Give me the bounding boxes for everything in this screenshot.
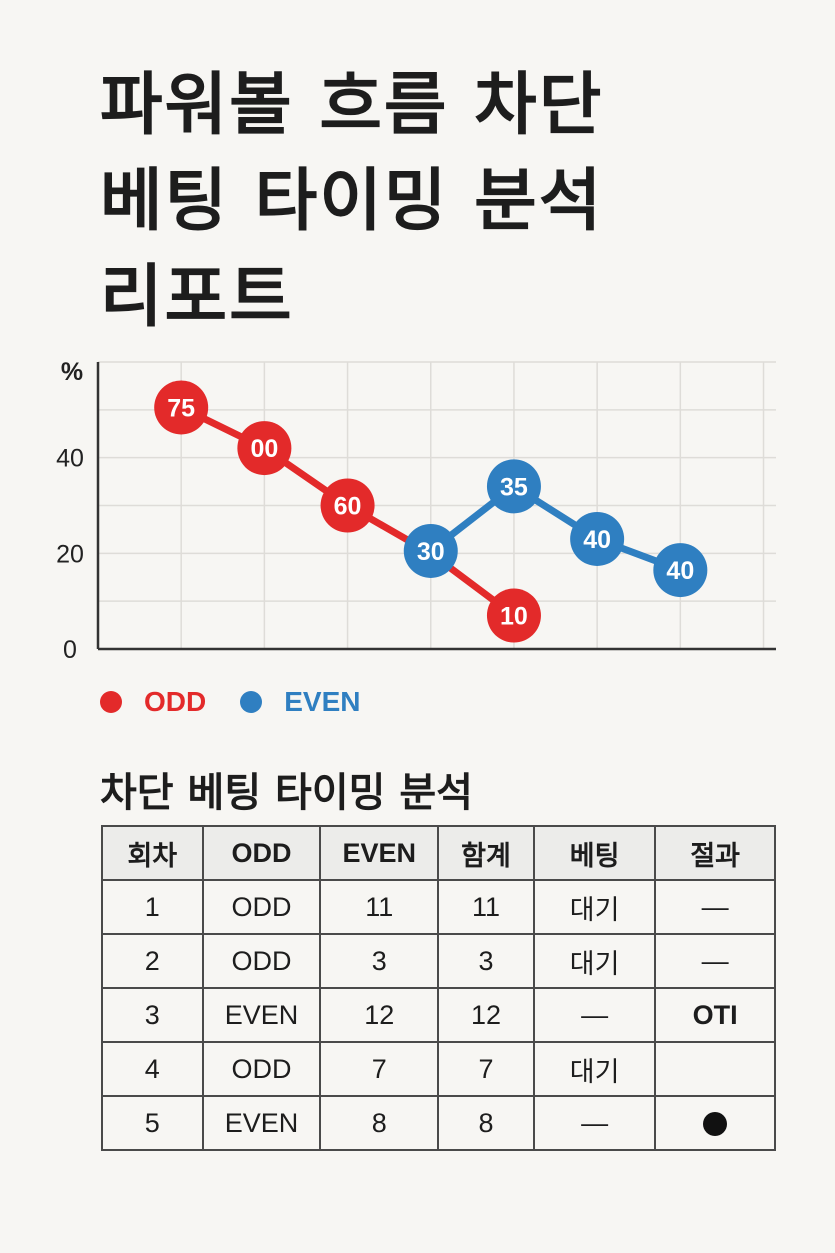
chart-points: 75 00 60 10 30 35 40 40 [154, 380, 708, 643]
cell-sum: 3 [437, 933, 535, 989]
title-line-1: 파워볼 흐름 차단 [100, 66, 604, 145]
header-bet: 베팅 [532, 825, 657, 881]
cell-result: OTI [654, 987, 776, 1043]
data-label-even: 40 [583, 526, 611, 554]
cell-odd: ODD [201, 879, 322, 935]
cell-bet: — [532, 1095, 657, 1151]
title-line-2: 베팅 타이밍 분석 [100, 162, 604, 241]
cell-bet: — [532, 987, 657, 1043]
chart-axes: 0 20 40% [56, 358, 776, 664]
y-axis-label: % [61, 358, 83, 386]
data-label-even: 40 [666, 557, 694, 585]
y-tick-label: 0 [63, 636, 77, 664]
cell-round: 5 [101, 1095, 204, 1151]
data-point-even [653, 543, 708, 598]
cell-bet: 대기 [532, 933, 657, 989]
data-point-odd [486, 588, 541, 643]
legend-even-label: EVEN [284, 686, 361, 717]
cell-sum: 12 [437, 987, 535, 1043]
table-row: 2 ODD 3 3 대기 — [101, 933, 776, 989]
data-label-odd: 75 [167, 394, 195, 422]
line-chart: 0 20 40% 75 00 60 10 30 35 40 40 [56, 358, 776, 664]
legend-item-odd: ODD [100, 686, 206, 718]
data-label-odd: 60 [334, 493, 362, 521]
cell-round: 3 [101, 987, 204, 1043]
cell-odd: ODD [201, 933, 322, 989]
cell-even: 11 [319, 879, 440, 935]
header-result: 절과 [654, 825, 776, 881]
chart-grid [98, 361, 776, 649]
cell-odd: EVEN [201, 1095, 322, 1151]
series-line-even [427, 482, 684, 574]
data-point-even [486, 459, 541, 514]
section-title: 차단 베팅 타이밍 분석 [100, 770, 473, 816]
table-row: 5 EVEN 8 8 — [101, 1095, 776, 1151]
data-point-odd [154, 380, 209, 435]
cell-bet: 대기 [532, 879, 657, 935]
table-row: 1 ODD 11 11 대기 — [101, 879, 776, 935]
legend-odd-marker [100, 691, 122, 713]
cell-even: 12 [319, 987, 440, 1043]
cell-odd: EVEN [201, 987, 322, 1043]
data-point-odd [237, 421, 292, 476]
cell-result: — [654, 933, 776, 989]
cell-even: 7 [319, 1041, 440, 1097]
header-sum: 함계 [437, 825, 535, 881]
table-row: 4 ODD 7 7 대기 [101, 1041, 776, 1097]
table-header-row: 회차 ODD EVEN 함계 베팅 절과 [101, 825, 776, 881]
header-round: 회차 [101, 825, 204, 881]
cell-even: 8 [319, 1095, 440, 1151]
cell-round: 2 [101, 933, 204, 989]
cell-sum: 7 [437, 1041, 535, 1097]
cell-result: — [654, 879, 776, 935]
data-label-odd: 00 [250, 435, 278, 463]
data-label-odd: 10 [500, 603, 528, 631]
cell-even: 3 [319, 933, 440, 989]
cell-round: 1 [101, 879, 204, 935]
analysis-table: 회차 ODD EVEN 함계 베팅 절과 1 ODD 11 11 대기 — 2 … [101, 825, 776, 1151]
filled-dot-icon [703, 1112, 728, 1137]
cell-sum: 11 [437, 879, 535, 935]
y-tick-label: 40 [56, 445, 84, 473]
data-point-even [403, 523, 458, 578]
y-tick-label: 20 [56, 540, 84, 568]
header-odd: ODD [201, 825, 322, 881]
legend-item-even: EVEN [240, 686, 360, 718]
cell-result [654, 1041, 776, 1097]
chart-legend: ODD EVEN [100, 684, 394, 720]
data-label-even: 30 [417, 538, 445, 566]
cell-result [654, 1095, 776, 1151]
cell-sum: 8 [437, 1095, 535, 1151]
legend-odd-label: ODD [144, 686, 207, 717]
data-point-even [570, 511, 625, 566]
data-point-odd [320, 478, 375, 533]
cell-bet: 대기 [532, 1041, 657, 1097]
legend-even-marker [240, 691, 263, 713]
cell-round: 4 [101, 1041, 204, 1097]
data-label-even: 35 [500, 473, 528, 501]
title-line-3: 리포트 [100, 258, 294, 337]
cell-odd: ODD [201, 1041, 322, 1097]
table-row: 3 EVEN 12 12 — OTI [101, 987, 776, 1043]
page-title: 파워볼 흐름 차단 베팅 타이밍 분석 리포트 [100, 58, 800, 346]
header-even: EVEN [319, 825, 440, 881]
